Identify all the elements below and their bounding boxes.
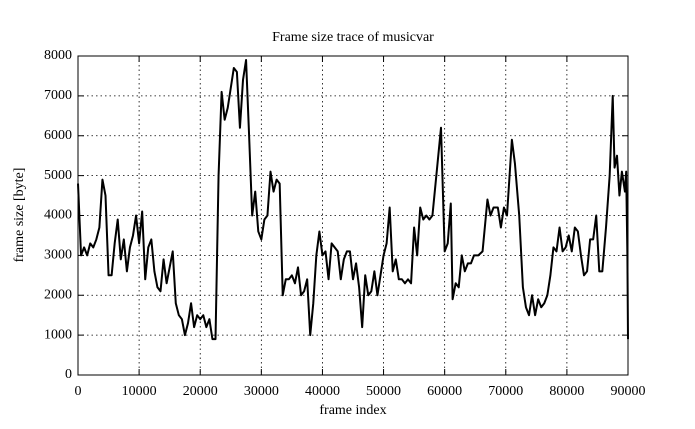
y-tick-label: 7000 [44, 88, 72, 103]
y-tick-label: 8000 [44, 48, 72, 63]
x-tick-label: 60000 [427, 384, 462, 399]
x-tick-label: 10000 [122, 384, 157, 399]
x-tick-label: 40000 [305, 384, 340, 399]
y-tick-label: 6000 [44, 128, 72, 143]
x-tick-label: 70000 [488, 384, 523, 399]
y-tick-label: 4000 [44, 208, 72, 223]
x-tick-label: 80000 [549, 384, 584, 399]
y-tick-label: 3000 [44, 248, 72, 263]
x-tick-label: 30000 [244, 384, 279, 399]
x-tick-label: 20000 [183, 384, 218, 399]
chart-title: Frame size trace of musicvar [272, 30, 434, 45]
data-line [77, 58, 629, 341]
y-axis-label: frame size [byte] [12, 168, 27, 263]
x-tick-label: 0 [75, 384, 82, 399]
y-tick-label: 1000 [44, 327, 72, 342]
y-tick-label: 0 [65, 367, 72, 382]
y-tick-label: 5000 [44, 168, 72, 183]
x-axis-label: frame index [319, 403, 386, 418]
y-tick-label: 2000 [44, 287, 72, 302]
x-tick-label: 90000 [611, 384, 646, 399]
x-tick-label: 50000 [366, 384, 401, 399]
